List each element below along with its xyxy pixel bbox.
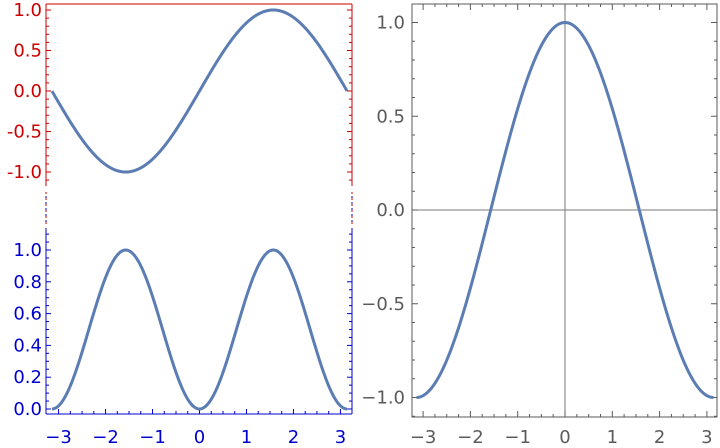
right-y-tick-label: 1.0 — [376, 13, 405, 34]
bottom-x-tick-label: 3 — [335, 427, 346, 448]
bottom-y-tick-label: 0.6 — [13, 304, 42, 325]
top-left-plot: 1.0 0.5 0.0 -0.5 -1.0 — [7, 0, 353, 224]
bottom-left-plot: 1.0 0.8 0.6 0.4 0.2 0.0−3 −2 −1 0 1 2 3 — [13, 196, 353, 448]
top-curve-sin — [50, 8, 349, 174]
right-y-tick-label: 0.5 — [376, 106, 405, 127]
bottom-x-tick-label: −2 — [92, 427, 119, 448]
right-y-tick-label: 0.0 — [376, 200, 405, 221]
bottom-x-tick-label: 2 — [288, 427, 299, 448]
right-curve-cos — [416, 21, 714, 399]
right-y-tick-label: −0.5 — [361, 294, 405, 315]
right-x-tick-label: −2 — [457, 427, 484, 448]
bottom-y-tick-label: 0.0 — [13, 399, 42, 420]
right-x-tick-label: 3 — [701, 427, 712, 448]
bottom-x-tick-label: −3 — [45, 427, 72, 448]
right-x-tick-label: 0 — [559, 427, 570, 448]
top-y-tick-label: -1.0 — [7, 162, 42, 183]
bottom-x-tick-label: −1 — [139, 427, 166, 448]
right-x-tick-label: −3 — [410, 427, 437, 448]
top-y-tick-label: 0.5 — [13, 41, 42, 62]
right-x-tick-label: −1 — [504, 427, 531, 448]
bottom-y-tick-label: 0.4 — [13, 335, 42, 356]
bottom-y-tick-label: 0.2 — [13, 367, 42, 388]
right-plot: 1.0 0.5 0.0 −0.5 −1.0−3 −2 −1 0 1 2 3 — [361, 3, 718, 448]
bottom-x-tick-label: 0 — [194, 427, 205, 448]
bottom-y-tick-label: 0.8 — [13, 272, 42, 293]
bottom-curve-sin-squared — [51, 248, 348, 411]
bottom-x-tick-label: 1 — [241, 427, 252, 448]
top-y-tick-label: 0.0 — [13, 81, 42, 102]
bottom-y-tick-label: 1.0 — [13, 240, 42, 261]
top-y-tick-label: 1.0 — [13, 0, 42, 21]
right-y-tick-label: −1.0 — [361, 388, 405, 409]
top-y-tick-label: -0.5 — [7, 122, 42, 143]
right-x-tick-label: 1 — [607, 427, 618, 448]
right-x-tick-label: 2 — [654, 427, 665, 448]
